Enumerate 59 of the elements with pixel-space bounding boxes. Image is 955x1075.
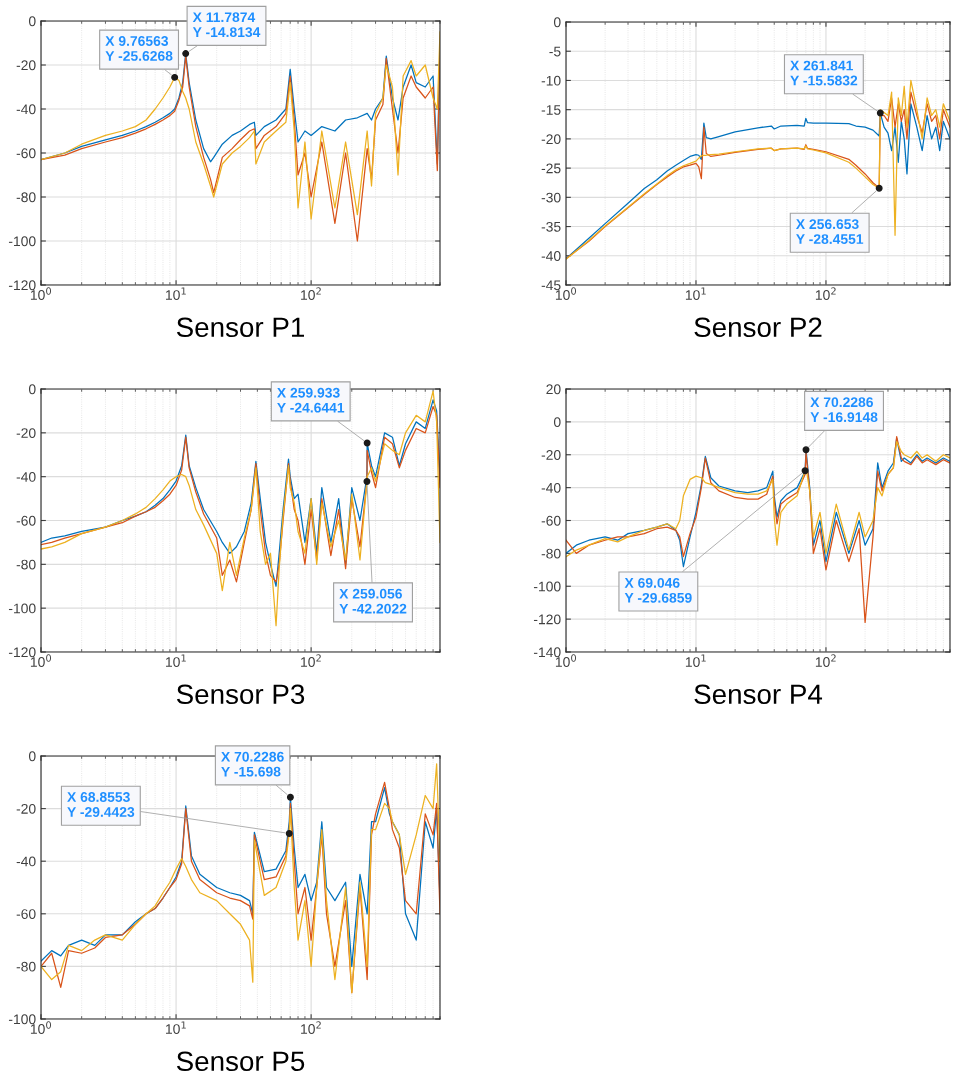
- x-tick-label: 10$^{1}$: [166, 1021, 186, 1034]
- x-tick-label: 10$^{2}$: [301, 654, 321, 667]
- annotation: X 259.056 Y -42.2022: [339, 588, 407, 614]
- y-tick-label: -20: [16, 428, 36, 438]
- annotation: X 261.841 Y -15.5832: [790, 60, 858, 86]
- x-tick-label: 10$^{2}$: [301, 1021, 321, 1034]
- y-tick-label: -15: [541, 105, 561, 115]
- y-tick-label: -35: [541, 221, 561, 232]
- y-tick-label: -20: [16, 803, 36, 814]
- y-tick-label: 0: [28, 751, 36, 762]
- x-tick-label: 10$^{1}$: [685, 654, 706, 667]
- y-tick-label: -80: [541, 548, 561, 559]
- annotation: X 70.2286 Y -16.9148: [810, 397, 878, 423]
- y-tick-label: 0: [553, 417, 561, 428]
- x-axis-title: Sensor P3: [176, 684, 305, 705]
- x-tick-label: 10$^{1}$: [685, 287, 706, 300]
- y-tick-label: -80: [16, 192, 36, 203]
- y-tick-label: -20: [541, 450, 561, 460]
- x-axis-title: Sensor P1: [176, 317, 304, 338]
- y-tick-label: -120: [533, 614, 561, 625]
- x-axis-title: Sensor P5: [176, 1051, 305, 1072]
- y-tick-label: -40: [16, 472, 36, 482]
- y-tick-label: -40: [541, 251, 561, 261]
- x-axis-title: Sensor P4: [694, 684, 823, 705]
- y-tick-label: -40: [541, 482, 561, 493]
- annotation: X 70.2286 Y -15.698: [221, 751, 284, 777]
- y-tick-label: -80: [16, 961, 36, 972]
- annotation: X 69.046 Y -29.6859: [624, 577, 692, 603]
- y-tick-label: 0: [28, 384, 36, 395]
- x-tick-label: 10$^{1}$: [166, 654, 186, 667]
- y-tick-label: 0: [28, 16, 36, 27]
- y-tick-label: -60: [16, 909, 36, 919]
- y-tick-label: -100: [533, 581, 561, 592]
- y-tick-label: -60: [541, 515, 561, 526]
- y-tick-label: -5: [549, 46, 561, 57]
- y-tick-label: -20: [541, 134, 561, 145]
- y-tick-label: -30: [541, 192, 561, 203]
- y-tick-label: -40: [16, 104, 36, 115]
- y-tick-label: 20: [546, 384, 561, 395]
- x-tick-label: 10$^{2}$: [301, 287, 321, 300]
- y-tick-label: -80: [16, 559, 36, 570]
- annotation: X 11.7874 Y -14.8134: [192, 12, 261, 38]
- annotation: X 256.653 Y -28.4551: [795, 219, 864, 244]
- y-tick-label: -60: [16, 515, 36, 526]
- y-tick-label: -40: [16, 856, 36, 867]
- x-tick-label: 10$^{2}$: [815, 654, 836, 667]
- y-tick-label: -25: [541, 163, 561, 174]
- y-tick-label: -100: [8, 603, 36, 614]
- annotation: X 68.8553 Y -29.4423: [67, 792, 135, 817]
- x-tick-label: 10$^{1}$: [166, 287, 186, 300]
- annotation: X 259.933 Y -24.6441: [276, 387, 345, 413]
- y-tick-label: -20: [16, 60, 36, 71]
- y-tick-label: 0: [553, 17, 561, 28]
- x-axis-title: Sensor P2: [694, 317, 822, 338]
- y-tick-label: -10: [541, 75, 561, 86]
- y-tick-label: -100: [8, 236, 36, 247]
- y-tick-label: -60: [16, 148, 36, 159]
- x-tick-label: 10$^{2}$: [815, 287, 836, 300]
- annotation: X 9.76563 Y -25.6268: [105, 36, 173, 61]
